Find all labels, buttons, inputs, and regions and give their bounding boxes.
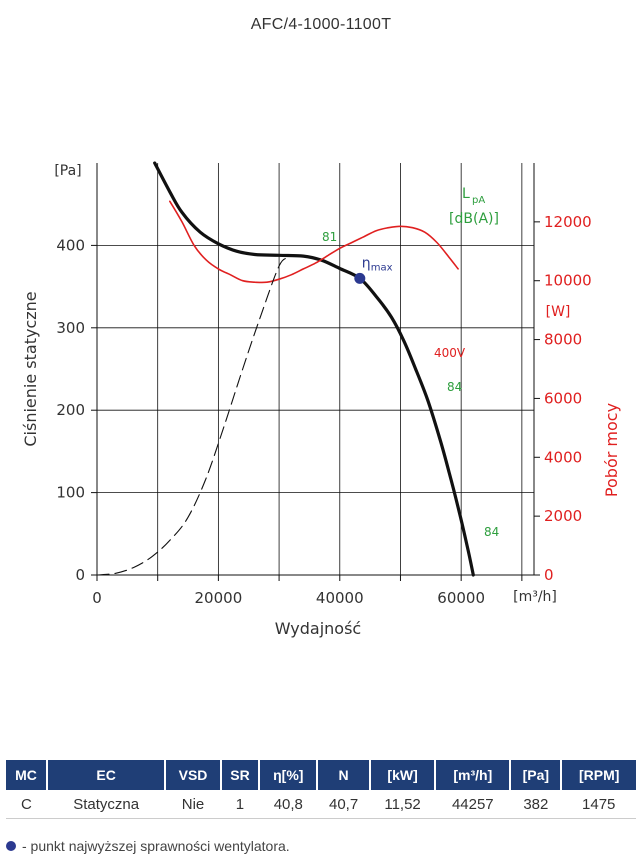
header-n: N xyxy=(317,760,371,790)
y-axis-title: Ciśnienie statyczne xyxy=(21,291,40,446)
x-tick-label: 60000 xyxy=(437,589,485,607)
pressure-curve xyxy=(153,161,475,577)
y2-tick-label: 12000 xyxy=(544,213,592,231)
cell-sr: 1 xyxy=(220,790,260,819)
header-kw: [kW] xyxy=(369,760,437,790)
y2-tick-label: 2000 xyxy=(544,507,582,525)
dba-label: [dB(A)] xyxy=(449,211,499,227)
noise-label: 84 xyxy=(447,380,462,394)
x-axis-title: Wydajność xyxy=(275,619,361,638)
y-tick-label: 200 xyxy=(56,401,85,419)
x-unit-label: [m³/h] xyxy=(513,589,557,605)
y2-tick-label: 10000 xyxy=(544,272,592,290)
eta-max-point xyxy=(354,272,366,284)
y-tick-label: 0 xyxy=(75,566,85,584)
footnote: - punkt najwyższej sprawności wentylator… xyxy=(6,838,290,854)
cell-eta: 40,8 xyxy=(259,790,318,819)
eta-marker-icon xyxy=(6,841,16,851)
cell-kw: 11,52 xyxy=(369,790,436,819)
performance-chart: 0 20000 40000 60000010020030040002000400060… xyxy=(21,161,621,638)
y2-tick-label: 8000 xyxy=(544,331,582,349)
y2-tick-label: 6000 xyxy=(544,389,582,407)
lpa-label: L xyxy=(462,186,470,202)
noise-label: 81 xyxy=(322,230,337,244)
cell-flow: 44257 xyxy=(435,790,511,819)
y-unit-label: [Pa] xyxy=(54,163,81,179)
y-tick-label: 400 xyxy=(56,236,85,254)
header-mc: MC xyxy=(6,760,48,790)
y2-tick-label: 4000 xyxy=(544,448,582,466)
header-sr: SR xyxy=(220,760,261,790)
y-tick-label: 300 xyxy=(56,319,85,337)
cell-vsd: Nie xyxy=(165,790,221,819)
y2-axis-title: Pobór mocy xyxy=(602,403,621,497)
cell-mc: C xyxy=(6,790,47,819)
cell-pa: 382 xyxy=(510,790,562,819)
header-pa: [Pa] xyxy=(510,760,563,790)
y2-unit-label: [W] xyxy=(546,304,571,320)
noise-label: 84 xyxy=(484,525,499,539)
chart-title: AFC/4-1000-1100T xyxy=(250,16,392,33)
cell-n: 40,7 xyxy=(317,790,370,819)
eta-symbol: η xyxy=(362,255,371,271)
header-flow: [m³/h] xyxy=(435,760,512,790)
cell-ec: Statyczna xyxy=(46,790,166,819)
y-tick-label: 100 xyxy=(56,484,85,502)
header-ec: EC xyxy=(46,760,167,790)
power-curve xyxy=(169,200,459,284)
header-rpm: [RPM] xyxy=(561,760,636,790)
x-tick-label: 0 xyxy=(92,589,102,607)
header-eta: η[%] xyxy=(259,760,319,790)
lpa-subscript: pA xyxy=(472,195,485,206)
footnote-text: - punkt najwyższej sprawności wentylator… xyxy=(22,838,290,854)
table-row: C Statyczna Nie 1 40,8 40,7 11,52 44257 … xyxy=(6,790,636,819)
x-tick-label: 20000 xyxy=(195,589,243,607)
header-vsd: VSD xyxy=(165,760,222,790)
cell-rpm: 1475 xyxy=(561,790,636,819)
y2-tick-label: 0 xyxy=(544,566,554,584)
parameters-table: MC EC VSD SR η[%] N [kW] [m³/h] [Pa] [RP… xyxy=(6,760,636,819)
voltage-label: 400V xyxy=(434,346,466,360)
x-tick-label: 40000 xyxy=(316,589,364,607)
eta-subscript: max xyxy=(371,262,393,273)
table-header-row: MC EC VSD SR η[%] N [kW] [m³/h] [Pa] [RP… xyxy=(6,760,636,790)
system-curve xyxy=(96,257,289,576)
